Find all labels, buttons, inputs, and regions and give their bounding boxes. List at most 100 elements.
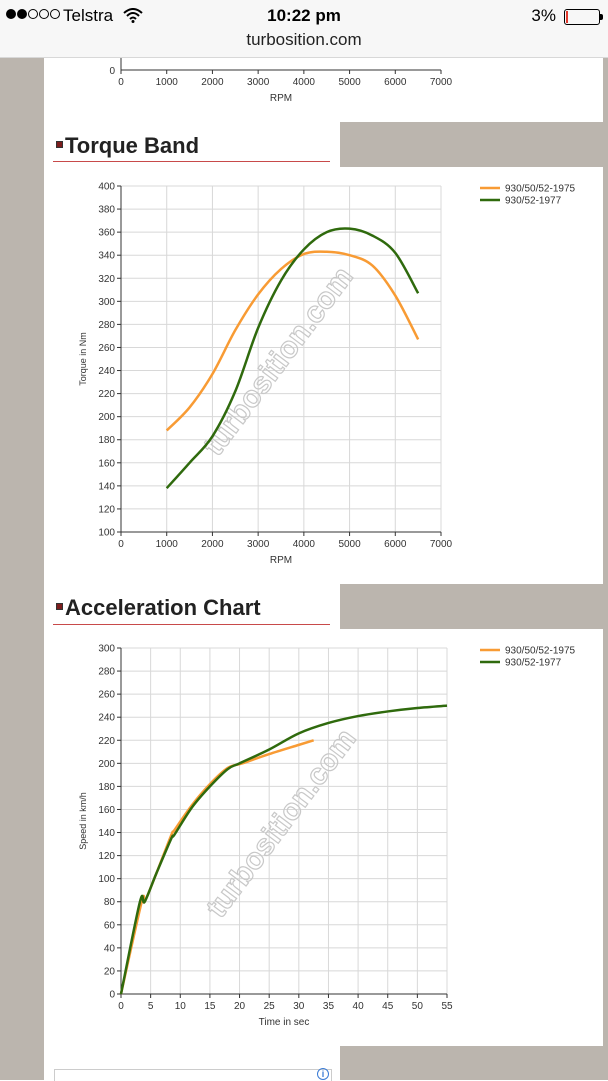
- watermark-text: turbosition.com: [200, 723, 363, 924]
- y-tick-label: 220: [98, 389, 115, 400]
- watermark-text: turbosition.com: [197, 261, 360, 462]
- ad-placeholder-1: [340, 122, 603, 167]
- y-tick-label: 300: [98, 297, 115, 308]
- x-tick-label: 55: [441, 1001, 453, 1012]
- title-bullet-icon: [56, 602, 63, 610]
- y-tick-label: 240: [98, 366, 115, 377]
- x-tick-label: 7000: [430, 539, 453, 550]
- y-tick-label: 260: [98, 690, 115, 701]
- y-tick-label: 200: [98, 412, 115, 423]
- x-axis-label: RPM: [270, 555, 292, 566]
- y-tick-label: 0: [109, 990, 115, 1001]
- y-tick-label: 80: [104, 897, 116, 908]
- status-bar: Telstra 10:22 pm 3% turbosition.com: [0, 0, 608, 58]
- x-tick-label: 0: [118, 77, 124, 88]
- x-tick-label: 6000: [384, 77, 407, 88]
- series-line-1977: [165, 227, 420, 490]
- address-bar-url[interactable]: turbosition.com: [246, 30, 362, 49]
- x-tick-label: 4000: [293, 539, 316, 550]
- y-axis-label: Torque in Nm: [78, 332, 88, 386]
- x-axis-label: RPM: [270, 93, 292, 104]
- x-tick-label: 1000: [156, 77, 179, 88]
- y-tick-label: 240: [98, 713, 115, 724]
- x-tick-label: 15: [204, 1001, 216, 1012]
- y-tick-label: 100: [98, 874, 115, 885]
- y-tick-label: 360: [98, 228, 115, 239]
- x-tick-label: 2000: [201, 77, 224, 88]
- acceleration-chart: 0204060801001201401601802002202402602803…: [78, 644, 576, 1029]
- right-sidebar: [603, 58, 608, 1080]
- section-title-acceleration: Acceleration Chart: [56, 595, 261, 621]
- y-tick-label: 0: [109, 66, 115, 77]
- x-tick-label: 5: [148, 1001, 154, 1012]
- battery-icon: [564, 9, 603, 25]
- x-tick-label: 10: [175, 1001, 187, 1012]
- x-tick-label: 25: [264, 1001, 276, 1012]
- y-tick-label: 40: [104, 943, 116, 954]
- y-tick-label: 280: [98, 667, 115, 678]
- y-tick-label: 340: [98, 251, 115, 262]
- clock: 10:22 pm: [267, 6, 341, 25]
- x-axis-label: Time in sec: [259, 1017, 310, 1028]
- legend-label: 930/50/52-1975: [505, 184, 576, 195]
- battery-percentage: 3%: [531, 6, 556, 25]
- x-tick-label: 0: [118, 1001, 124, 1012]
- x-tick-label: 1000: [156, 539, 179, 550]
- ad-placeholder-3: [340, 1046, 603, 1080]
- carrier-name: Telstra: [63, 6, 114, 25]
- section-title-torque: Torque Band: [56, 133, 199, 159]
- x-tick-label: 4000: [293, 77, 316, 88]
- y-tick-label: 280: [98, 320, 115, 331]
- x-tick-label: 20: [234, 1001, 246, 1012]
- y-tick-label: 320: [98, 274, 115, 285]
- y-tick-label: 160: [98, 805, 115, 816]
- y-axis-label: Speed in km/h: [78, 792, 88, 850]
- y-tick-label: 140: [98, 828, 115, 839]
- y-tick-label: 160: [98, 458, 115, 469]
- left-sidebar: [0, 58, 44, 1080]
- y-tick-label: 180: [98, 435, 115, 446]
- title-bullet-icon: [56, 140, 63, 148]
- y-tick-label: 100: [98, 528, 115, 539]
- series-line-1975: [165, 250, 420, 432]
- ad-placeholder-2: [340, 584, 603, 629]
- y-tick-label: 260: [98, 343, 115, 354]
- y-tick-label: 300: [98, 644, 115, 655]
- y-tick-label: 220: [98, 736, 115, 747]
- top-chart-fragment: 00 1000 2000 3000 4000 5000 6000 7000 RPM: [109, 58, 453, 104]
- y-tick-label: 20: [104, 966, 116, 977]
- x-tick-label: 3000: [247, 77, 270, 88]
- x-tick-label: 40: [353, 1001, 365, 1012]
- legend-label: 930/52-1977: [505, 196, 562, 207]
- x-tick-label: 3000: [247, 539, 270, 550]
- legend-label: 930/50/52-1975: [505, 646, 576, 657]
- y-tick-label: 400: [98, 182, 115, 193]
- y-tick-label: 60: [104, 920, 116, 931]
- x-tick-label: 0: [118, 539, 124, 550]
- x-tick-label: 5000: [338, 539, 361, 550]
- wifi-icon: [123, 8, 143, 23]
- accel-title-text: Acceleration Chart: [65, 595, 261, 620]
- y-tick-label: 200: [98, 759, 115, 770]
- torque-chart: 100 120 140 160 180 200 220 240 260 280 300 320 340 3…: [78, 182, 576, 567]
- x-tick-label: 2000: [201, 539, 224, 550]
- y-tick-label: 120: [98, 504, 115, 515]
- title-rule: [53, 161, 330, 162]
- y-tick-label: 180: [98, 782, 115, 793]
- x-tick-label: 30: [293, 1001, 305, 1012]
- torque-title-text: Torque Band: [65, 133, 200, 158]
- x-tick-label: 35: [323, 1001, 335, 1012]
- ad-frame: [54, 1069, 332, 1081]
- y-tick-label: 140: [98, 481, 115, 492]
- signal-strength-icon: [6, 9, 60, 19]
- x-tick-label: 5000: [338, 77, 361, 88]
- x-tick-label: 50: [412, 1001, 424, 1012]
- title-rule: [53, 624, 330, 625]
- series-line-1977: [119, 704, 448, 995]
- x-tick-label: 6000: [384, 539, 407, 550]
- x-tick-label: 45: [382, 1001, 394, 1012]
- y-tick-label: 120: [98, 851, 115, 862]
- x-tick-label: 7000: [430, 77, 453, 88]
- ad-info-icon[interactable]: i: [317, 1068, 329, 1080]
- y-tick-label: 380: [98, 205, 115, 216]
